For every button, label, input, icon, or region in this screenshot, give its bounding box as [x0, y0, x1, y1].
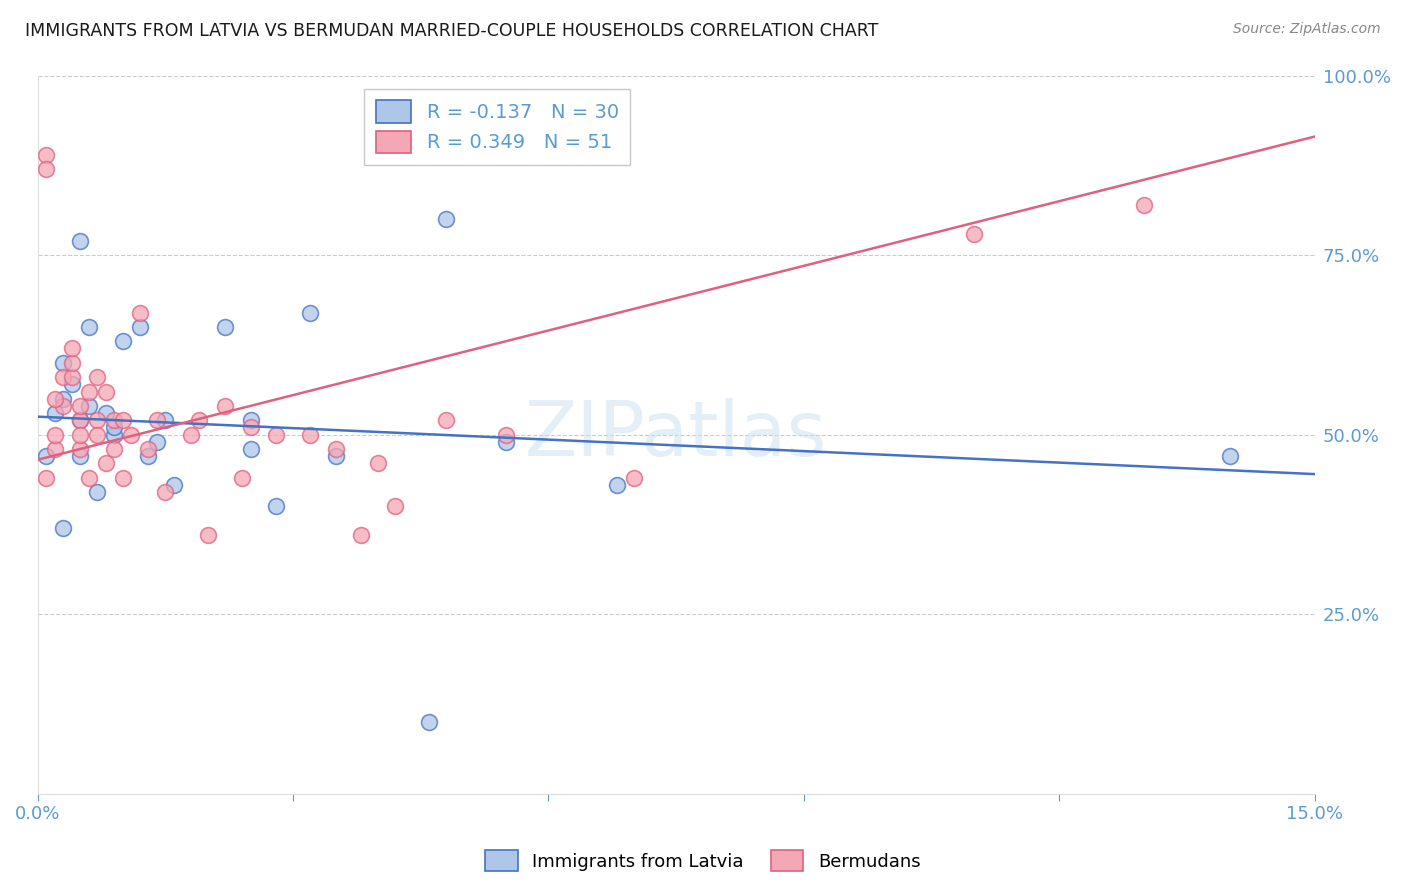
Point: [146, 434, 169, 449]
Point: [214, 319, 236, 334]
Point: [495, 427, 517, 442]
Point: [69, 442, 91, 456]
Point: [214, 399, 236, 413]
Point: [180, 427, 202, 442]
Point: [197, 528, 219, 542]
Point: [60, 377, 83, 392]
Point: [86, 413, 108, 427]
Point: [69, 399, 91, 413]
Point: [188, 413, 211, 427]
Point: [103, 420, 125, 434]
Point: [69, 234, 91, 248]
Legend: R = -0.137   N = 30, R = 0.349   N = 51: R = -0.137 N = 30, R = 0.349 N = 51: [364, 89, 630, 165]
Point: [69, 413, 91, 427]
Point: [128, 319, 150, 334]
Point: [350, 528, 373, 542]
Point: [44, 442, 66, 456]
Point: [94, 384, 117, 399]
Point: [623, 471, 645, 485]
Point: [155, 413, 177, 427]
Text: ZIPatlas: ZIPatlas: [524, 398, 827, 472]
Point: [384, 500, 406, 514]
Point: [52, 392, 75, 406]
Point: [44, 427, 66, 442]
Point: [35, 471, 58, 485]
Point: [434, 212, 457, 227]
Point: [77, 399, 100, 413]
Point: [44, 392, 66, 406]
Point: [367, 456, 389, 470]
Point: [120, 427, 142, 442]
Point: [77, 319, 100, 334]
Text: Source: ZipAtlas.com: Source: ZipAtlas.com: [1233, 22, 1381, 37]
Point: [239, 442, 262, 456]
Point: [69, 449, 91, 463]
Point: [434, 413, 457, 427]
Point: [495, 434, 517, 449]
Point: [606, 478, 628, 492]
Point: [94, 406, 117, 420]
Point: [138, 449, 160, 463]
Point: [60, 356, 83, 370]
Point: [111, 471, 134, 485]
Point: [163, 478, 186, 492]
Point: [52, 521, 75, 535]
Point: [138, 442, 160, 456]
Legend: Immigrants from Latvia, Bermudans: Immigrants from Latvia, Bermudans: [478, 843, 928, 879]
Point: [264, 427, 287, 442]
Point: [239, 420, 262, 434]
Point: [94, 456, 117, 470]
Point: [86, 427, 108, 442]
Point: [299, 427, 322, 442]
Point: [128, 305, 150, 319]
Point: [111, 413, 134, 427]
Point: [325, 449, 347, 463]
Point: [103, 442, 125, 456]
Point: [103, 427, 125, 442]
Point: [239, 413, 262, 427]
Point: [1133, 198, 1156, 212]
Point: [146, 413, 169, 427]
Point: [52, 356, 75, 370]
Point: [299, 305, 322, 319]
Point: [231, 471, 253, 485]
Point: [60, 370, 83, 384]
Point: [35, 161, 58, 176]
Point: [418, 714, 440, 729]
Point: [69, 427, 91, 442]
Point: [77, 384, 100, 399]
Point: [69, 413, 91, 427]
Text: IMMIGRANTS FROM LATVIA VS BERMUDAN MARRIED-COUPLE HOUSEHOLDS CORRELATION CHART: IMMIGRANTS FROM LATVIA VS BERMUDAN MARRI…: [25, 22, 879, 40]
Point: [325, 442, 347, 456]
Point: [86, 485, 108, 500]
Point: [86, 370, 108, 384]
Point: [52, 399, 75, 413]
Point: [111, 334, 134, 349]
Point: [1218, 449, 1240, 463]
Point: [35, 147, 58, 161]
Point: [35, 449, 58, 463]
Point: [52, 370, 75, 384]
Point: [44, 406, 66, 420]
Point: [264, 500, 287, 514]
Point: [103, 413, 125, 427]
Point: [155, 485, 177, 500]
Point: [963, 227, 986, 241]
Point: [60, 342, 83, 356]
Point: [77, 471, 100, 485]
